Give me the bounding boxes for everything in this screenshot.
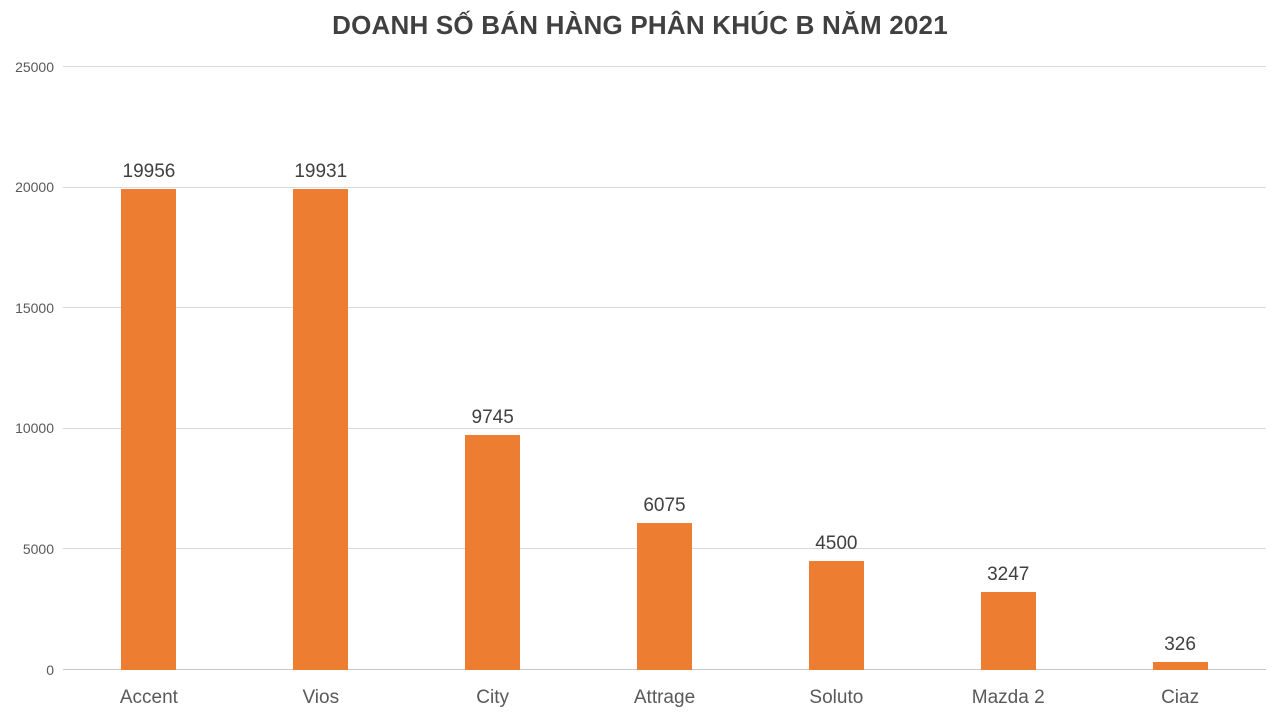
- bar: [293, 189, 349, 670]
- bar-value-label: 3247: [987, 563, 1030, 585]
- bar: [121, 188, 177, 670]
- chart-title: DOANH SỐ BÁN HÀNG PHÂN KHÚC B NĂM 2021: [332, 10, 948, 40]
- bar-value-label: 19956: [122, 160, 176, 182]
- bar-value-label: 9745: [471, 406, 514, 428]
- bar-value-label: 19931: [294, 161, 348, 183]
- y-tick-label: 5000: [22, 540, 54, 557]
- bar: [637, 523, 692, 670]
- x-category-label: Ciaz: [1161, 687, 1200, 708]
- bar: [980, 591, 1036, 670]
- bar: [465, 434, 521, 670]
- y-tick-label: 10000: [15, 420, 54, 437]
- bar-column: 3247: [922, 67, 1094, 670]
- x-category-label: Soluto: [809, 687, 864, 708]
- bar-value-label: 326: [1164, 634, 1196, 656]
- x-category-label: City: [476, 687, 510, 708]
- y-tick-label: 25000: [15, 58, 54, 75]
- plot-area: 0 5000 10000 15000 20000 25000 19956 19931 9745…: [15, 59, 1266, 708]
- bar-column: 19931: [235, 67, 407, 670]
- x-category-label: Mazda 2: [971, 687, 1045, 708]
- gridline: 20000: [15, 179, 1266, 195]
- y-tick-label: 20000: [15, 179, 54, 196]
- gridline: 25000: [15, 59, 1266, 75]
- bar: [1152, 662, 1208, 670]
- bar-column: 4500: [750, 67, 922, 670]
- y-tick-label: 0: [46, 661, 54, 678]
- bar-value-label: 4500: [815, 533, 858, 555]
- gridline: 10000: [15, 420, 1266, 436]
- x-category-label: Vios: [302, 687, 340, 708]
- bar-column: 9745: [407, 67, 579, 670]
- x-category-label: Accent: [119, 687, 178, 708]
- y-tick-label: 15000: [15, 299, 54, 316]
- x-axis-labels: Accent Vios City Attrage Soluto Mazda 2 Ciaz: [63, 670, 1266, 709]
- bar-column: 6075: [579, 67, 751, 670]
- bar: [808, 561, 864, 670]
- x-category-label: Attrage: [633, 687, 696, 708]
- bar-column: 326: [1094, 67, 1266, 670]
- gridline: 15000: [15, 300, 1266, 316]
- bars-container: 19956 19931 9745 6075 4500 3247 326: [63, 67, 1266, 670]
- bar-column: 19956: [63, 67, 235, 670]
- bar-value-label: 6075: [643, 495, 686, 517]
